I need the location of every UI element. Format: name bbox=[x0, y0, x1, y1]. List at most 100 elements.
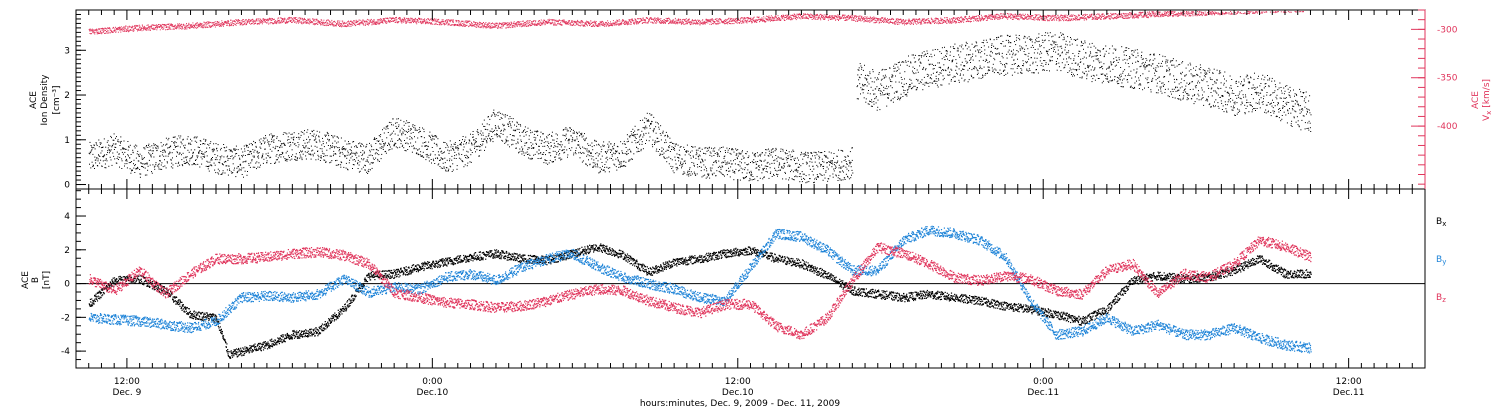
top-panel-plot bbox=[88, 11, 1312, 184]
density_high-point bbox=[952, 59, 954, 61]
density-point bbox=[690, 157, 692, 159]
density_high-point bbox=[1143, 65, 1145, 67]
density-point bbox=[112, 152, 114, 154]
density_high-point bbox=[928, 64, 930, 66]
vx-point bbox=[100, 29, 102, 31]
density-point bbox=[656, 148, 658, 150]
density-point bbox=[849, 162, 851, 164]
density_high-point bbox=[1133, 51, 1135, 53]
density_high-point bbox=[1096, 55, 1097, 57]
density-point bbox=[724, 175, 725, 177]
vx-point bbox=[115, 26, 116, 28]
density-point bbox=[322, 137, 323, 139]
density-point bbox=[281, 151, 283, 153]
density-point bbox=[628, 160, 630, 162]
vx-point bbox=[98, 33, 100, 34]
density_high-point bbox=[1002, 64, 1004, 66]
density_high-point bbox=[899, 98, 901, 99]
density-point bbox=[225, 165, 227, 167]
density_high-point bbox=[1212, 72, 1214, 74]
density_high-point bbox=[950, 79, 952, 80]
density-point bbox=[148, 159, 150, 161]
density-point bbox=[264, 141, 266, 143]
density-point bbox=[242, 154, 244, 156]
density_high-point bbox=[981, 68, 983, 70]
density_high-point bbox=[857, 85, 859, 87]
density_high-point bbox=[1307, 122, 1309, 124]
density-point bbox=[262, 140, 264, 142]
density-point bbox=[850, 166, 852, 168]
density-point bbox=[801, 153, 803, 155]
density-point bbox=[644, 126, 646, 128]
density-point bbox=[210, 159, 212, 161]
density-point bbox=[455, 158, 457, 159]
density-point bbox=[407, 143, 409, 145]
density-point bbox=[803, 156, 805, 157]
density-point bbox=[599, 153, 601, 155]
density-point bbox=[149, 146, 151, 148]
density-point bbox=[742, 155, 744, 157]
density-point bbox=[765, 168, 767, 170]
density_high-point bbox=[1166, 70, 1168, 72]
density_high-point bbox=[978, 60, 980, 62]
density-point bbox=[621, 161, 623, 163]
density-point bbox=[272, 136, 274, 137]
density_high-point bbox=[1073, 39, 1075, 41]
density-point bbox=[331, 145, 333, 147]
density-point bbox=[707, 147, 708, 149]
density-point bbox=[479, 132, 481, 134]
vx-point bbox=[125, 31, 127, 32]
density-point bbox=[334, 153, 336, 154]
density-point bbox=[575, 151, 576, 153]
density-point bbox=[143, 157, 145, 159]
density-point bbox=[110, 159, 112, 161]
density-point bbox=[814, 155, 816, 157]
density-point bbox=[743, 157, 745, 159]
density_high-point bbox=[967, 69, 969, 71]
density_high-point bbox=[1130, 70, 1132, 72]
density_high-point bbox=[1023, 63, 1025, 65]
density_high-point bbox=[875, 102, 877, 104]
density_high-point bbox=[1268, 86, 1270, 88]
density_high-point bbox=[1018, 37, 1020, 39]
density-point bbox=[790, 171, 791, 173]
density-point bbox=[172, 136, 174, 138]
density_high-point bbox=[1115, 56, 1117, 58]
density-point bbox=[221, 173, 223, 175]
density-point bbox=[108, 149, 110, 150]
vx-point bbox=[166, 29, 168, 31]
vx-point bbox=[124, 28, 126, 30]
density_high-point bbox=[1186, 93, 1188, 95]
density_high-point bbox=[891, 74, 893, 76]
density-point bbox=[626, 151, 628, 153]
density-point bbox=[690, 151, 691, 153]
density-point bbox=[314, 136, 316, 138]
density-point bbox=[472, 134, 474, 135]
density-point bbox=[338, 147, 340, 149]
density-point bbox=[703, 169, 705, 171]
density_high-point bbox=[864, 84, 866, 86]
density-point bbox=[407, 149, 409, 150]
density-point bbox=[318, 139, 320, 141]
density-point bbox=[772, 148, 774, 150]
density_high-point bbox=[862, 92, 864, 94]
density_high-point bbox=[950, 80, 952, 82]
density-point bbox=[457, 145, 459, 147]
density-point bbox=[703, 153, 705, 154]
density_high-point bbox=[947, 74, 949, 76]
density-point bbox=[288, 139, 290, 140]
density_high-point bbox=[912, 66, 914, 68]
density-point bbox=[357, 168, 359, 169]
density_high-point bbox=[1254, 89, 1256, 90]
density-point bbox=[555, 146, 557, 148]
density-point bbox=[713, 172, 715, 174]
density-point bbox=[180, 141, 182, 143]
density_high-point bbox=[1162, 82, 1164, 84]
density_high-point bbox=[867, 81, 869, 83]
density-point bbox=[584, 139, 586, 141]
density-point bbox=[605, 157, 607, 159]
density-point bbox=[308, 148, 310, 149]
vx-point bbox=[94, 31, 95, 33]
density-point bbox=[214, 164, 216, 166]
density-point bbox=[455, 154, 457, 156]
